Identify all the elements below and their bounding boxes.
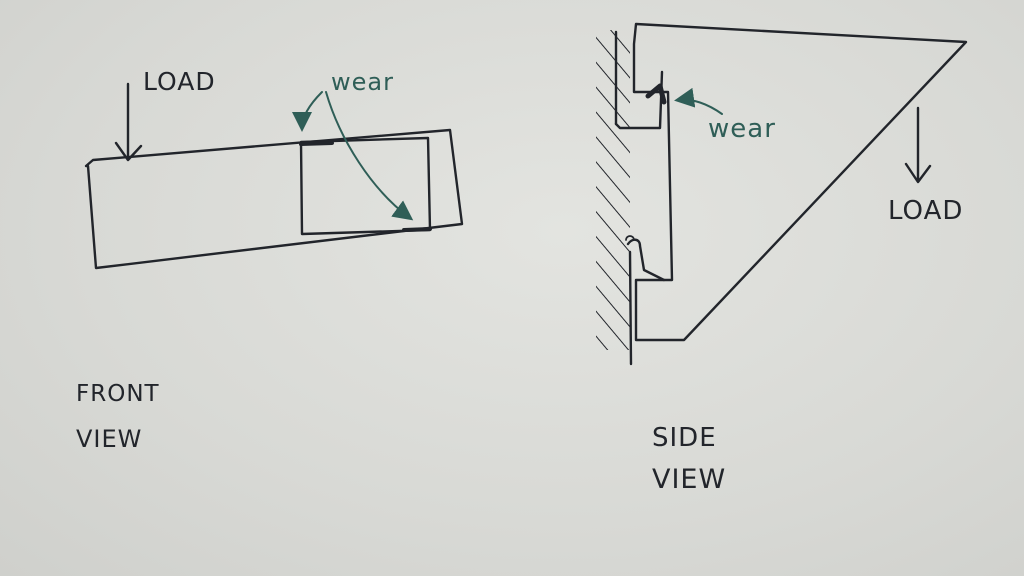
side-lower-hook: [626, 238, 666, 282]
front-wear-mark-bottom: [402, 227, 432, 232]
front-load-label: LOAD: [143, 67, 216, 96]
side-bracket-outline: [632, 22, 968, 342]
side-hook-pin: [625, 235, 635, 241]
front-wear-arrow-left: [292, 91, 323, 132]
side-load-arrow: [904, 106, 932, 184]
front-view-caption-line1: FRONT: [76, 381, 160, 407]
side-wear-mark: [645, 83, 667, 105]
front-beam: [84, 128, 464, 270]
front-view: [84, 82, 464, 270]
side-view-caption-line2: VIEW: [652, 464, 727, 495]
front-wear-arrow-right: [325, 91, 414, 221]
front-wear-mark-top: [299, 141, 334, 146]
side-wear-arrow: [674, 87, 723, 115]
side-load-label: LOAD: [888, 196, 964, 226]
side-view-caption-line1: SIDE: [652, 423, 717, 453]
front-load-arrow: [114, 82, 143, 162]
side-wall-hatch: [596, 30, 630, 350]
front-view-caption-line2: VIEW: [76, 425, 143, 453]
side-view: [596, 22, 968, 366]
side-wear-label: wear: [708, 114, 776, 144]
front-wear-label: wear: [331, 68, 394, 96]
side-wall-face-lower: [628, 250, 633, 366]
front-block: [299, 136, 432, 236]
